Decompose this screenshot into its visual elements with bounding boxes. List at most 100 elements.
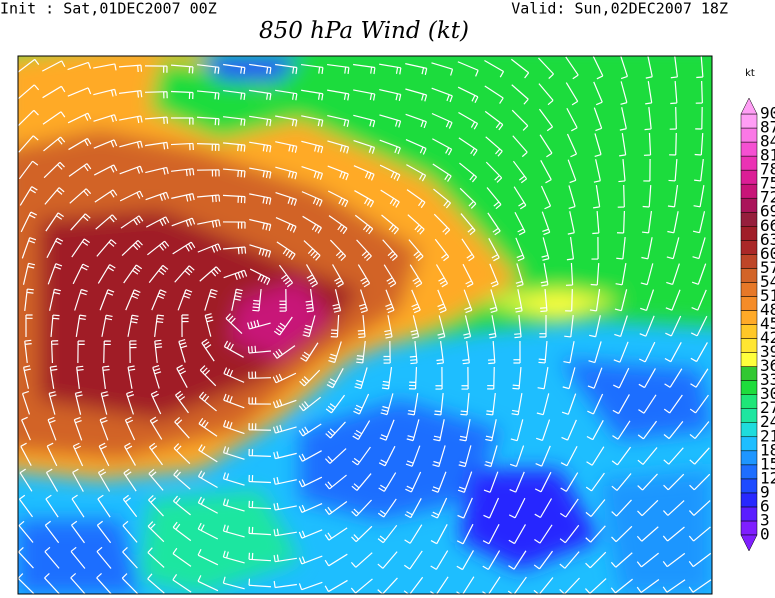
wind-barb: [511, 84, 529, 105]
wind-barb: [457, 497, 473, 519]
wind-barb: [688, 552, 712, 568]
colorbar-box: [740, 183, 758, 199]
wind-barb: [252, 288, 262, 312]
wind-barb: [67, 87, 92, 97]
colorbar-label: 15: [760, 454, 775, 473]
wind-barb: [147, 521, 165, 543]
wind-barb: [273, 528, 297, 537]
wind-barb: [695, 80, 703, 104]
wind-barb: [299, 369, 321, 387]
wind-barb: [614, 289, 628, 312]
wind-barb: [329, 239, 347, 261]
colorbar-box: [740, 254, 758, 269]
wind-barb: [482, 523, 500, 545]
init-time: Init : Sat,01DEC2007 00Z: [0, 0, 217, 18]
wind-barb: [534, 524, 553, 544]
wind-barb: [199, 266, 222, 282]
wind-barb: [565, 262, 574, 286]
colorbar-box: [740, 450, 758, 466]
wind-barb: [172, 547, 192, 567]
wind-barb: [123, 264, 143, 284]
wind-barb: [536, 393, 550, 416]
wind-barb: [298, 450, 322, 462]
wind-barb: [405, 113, 427, 129]
wind-barb: [435, 366, 443, 390]
wind-barb: [154, 339, 163, 363]
wind-barb: [276, 241, 296, 260]
colorbar-box: [740, 408, 758, 423]
colorbar-label: 69: [760, 202, 775, 221]
wind-barb: [196, 169, 220, 177]
wind-barb: [248, 526, 272, 536]
wind-barb: [325, 394, 346, 414]
wind-barb: [97, 494, 111, 518]
wind-barb: [483, 471, 499, 493]
wind-barb: [567, 211, 575, 235]
colorbar-box: [740, 211, 758, 227]
wind-barb: [23, 365, 31, 389]
colorbar-label: 51: [760, 286, 775, 305]
wind-barb: [540, 160, 552, 184]
wind-barb: [641, 211, 653, 234]
wind-barb: [484, 60, 505, 78]
wind-barb: [694, 159, 704, 182]
wind-barb: [119, 115, 143, 124]
wind-barb: [487, 340, 496, 365]
colorbar-unit: kt: [745, 68, 755, 79]
wind-barb: [665, 315, 682, 337]
wind-barb: [616, 210, 626, 234]
wind-barb: [351, 473, 372, 491]
wind-barb: [119, 90, 143, 98]
wind-barb: [691, 263, 707, 285]
wind-barb: [378, 445, 396, 467]
wind-barb: [324, 579, 348, 593]
wind-barb: [172, 521, 192, 542]
wind-barb: [592, 210, 600, 235]
wind-barb: [411, 289, 421, 314]
wind-barb: [303, 240, 321, 261]
wind-barb: [533, 550, 554, 570]
wind-barb: [170, 64, 194, 74]
wind-barb: [636, 552, 659, 568]
wind-barb: [273, 502, 297, 511]
wind-barb: [77, 340, 85, 364]
wind-barb: [197, 496, 218, 514]
colorbar-label: 75: [760, 174, 775, 193]
wind-barb: [327, 63, 350, 75]
wind-barb: [636, 526, 659, 542]
wind-barb: [94, 189, 118, 203]
wind-barb: [175, 390, 189, 414]
wind-barb: [301, 191, 323, 207]
colorbar-box: [740, 296, 758, 311]
wind-barb: [248, 552, 272, 562]
wind-barb: [69, 188, 92, 204]
wind-barb: [587, 393, 604, 415]
colorbar-label: 45: [760, 314, 775, 333]
wind-barb: [379, 139, 401, 155]
wind-barb: [538, 83, 554, 106]
wind-barb: [197, 219, 221, 228]
wind-barb: [124, 442, 136, 466]
wind-barb: [302, 315, 316, 338]
wind-barb: [171, 193, 195, 202]
wind-barb: [430, 576, 449, 594]
wind-barb: [353, 89, 376, 101]
wind-barb: [197, 575, 219, 592]
wind-barb: [279, 288, 287, 312]
colorbar-label: 81: [760, 146, 775, 165]
wind-barb: [406, 164, 427, 182]
wind-barb: [540, 263, 549, 287]
wind-barb: [586, 446, 605, 466]
colorbar-label: 90: [760, 104, 775, 123]
wind-barb: [196, 116, 220, 126]
colorbar-label: 24: [760, 412, 775, 431]
wind-barb: [434, 238, 450, 262]
wind-barb: [510, 419, 524, 442]
colorbar: 0369121518212427303336394245485154576063…: [740, 97, 775, 552]
wind-barb: [298, 502, 323, 514]
wind-barb: [585, 551, 607, 569]
wind-barb: [381, 367, 393, 390]
wind-barb: [378, 472, 397, 492]
wind-barb: [173, 443, 191, 465]
wind-barb: [72, 263, 90, 285]
